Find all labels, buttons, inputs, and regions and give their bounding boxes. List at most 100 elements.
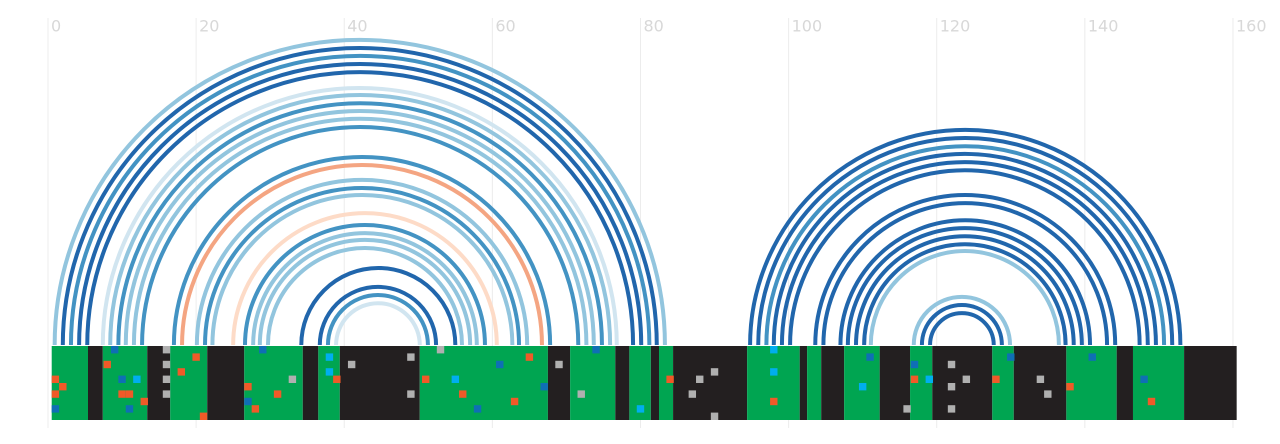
track-cell: [947, 383, 956, 391]
track-cell: [51, 390, 60, 398]
track-cell: [51, 375, 60, 383]
arc: [210, 193, 515, 346]
track-segment: [673, 346, 748, 420]
track-cell: [59, 383, 67, 391]
track-cell: [162, 375, 171, 383]
track-cell: [770, 368, 778, 376]
track-cell: [1044, 390, 1052, 398]
arc: [779, 160, 1150, 346]
track-segment: [547, 346, 571, 420]
arc: [251, 231, 479, 346]
arc: [845, 226, 1084, 346]
track-cell: [103, 360, 111, 369]
arc: [334, 301, 422, 346]
track-cell: [199, 412, 208, 420]
track-cell: [162, 346, 171, 354]
arc: [771, 152, 1158, 346]
track-segment: [992, 346, 1014, 420]
x-tick-label: 80: [643, 17, 663, 36]
track-cell: [51, 405, 60, 413]
track-cell: [436, 346, 445, 354]
track-cell: [910, 375, 919, 383]
arc: [85, 70, 636, 346]
arc: [60, 46, 659, 346]
track-cell: [162, 360, 171, 369]
arc: [140, 124, 581, 346]
track-cell: [459, 390, 467, 398]
track-cell: [125, 405, 134, 413]
track-segment: [799, 346, 808, 420]
track-cell: [118, 390, 126, 398]
track-cell: [118, 375, 126, 383]
track-segment: [1116, 346, 1133, 420]
track-cell: [636, 405, 645, 413]
arc: [116, 101, 604, 346]
arc: [243, 223, 487, 346]
track-cell: [696, 375, 704, 383]
track-cell: [858, 383, 867, 391]
track-cell: [962, 375, 971, 383]
track-cell: [177, 368, 186, 376]
track-cell: [1147, 397, 1156, 406]
track-cell: [110, 346, 119, 354]
arc: [52, 37, 667, 346]
track-segment: [615, 346, 630, 420]
track-cell: [592, 346, 600, 354]
track-cell: [770, 397, 778, 406]
track-cell: [273, 390, 282, 398]
arc: [756, 136, 1175, 346]
arc: [194, 178, 530, 346]
track-cell: [910, 360, 919, 369]
track-cell: [325, 353, 334, 361]
track-cell: [192, 353, 200, 361]
track-cell: [666, 375, 674, 383]
track-cell: [1088, 353, 1096, 361]
arc: [231, 211, 499, 346]
track-segment: [302, 346, 319, 420]
x-tick-label: 120: [940, 17, 971, 36]
track-cell: [1066, 383, 1074, 391]
arc: [317, 285, 439, 346]
track-cell: [422, 375, 430, 383]
track-cell: [140, 397, 148, 406]
arc: [100, 86, 619, 346]
arc: [813, 193, 1118, 346]
track-cell: [496, 360, 504, 369]
track-cell: [947, 360, 956, 369]
x-tick-label: 0: [51, 17, 61, 36]
track-cell: [451, 375, 460, 383]
track-cell: [244, 383, 252, 391]
arc: [171, 154, 553, 346]
arc: [821, 201, 1110, 346]
track-cell: [688, 390, 697, 398]
arc: [868, 249, 1061, 346]
track-cell: [710, 412, 719, 420]
arc: [180, 163, 544, 346]
track-segment: [318, 346, 340, 420]
x-tick-label: 140: [1088, 17, 1119, 36]
track-cell: [473, 405, 482, 413]
track-cell: [947, 405, 956, 413]
track-cell: [407, 390, 415, 398]
track-cell: [925, 375, 934, 383]
arc: [748, 127, 1183, 346]
track-cell: [1140, 375, 1148, 383]
arc: [77, 62, 644, 346]
track-cell: [577, 390, 585, 398]
track-cell: [133, 375, 141, 383]
track-segment: [207, 346, 245, 420]
arc: [257, 237, 473, 346]
x-tick-label: 100: [792, 17, 823, 36]
arc: [853, 234, 1076, 346]
track-cell: [251, 405, 260, 413]
track-cell: [710, 368, 719, 376]
track-cell: [555, 360, 563, 369]
arc: [108, 93, 613, 346]
track-cell: [259, 346, 267, 354]
track-cell: [510, 397, 519, 406]
arc: [68, 53, 652, 346]
arc: [919, 303, 1004, 346]
track-cell: [525, 353, 534, 361]
